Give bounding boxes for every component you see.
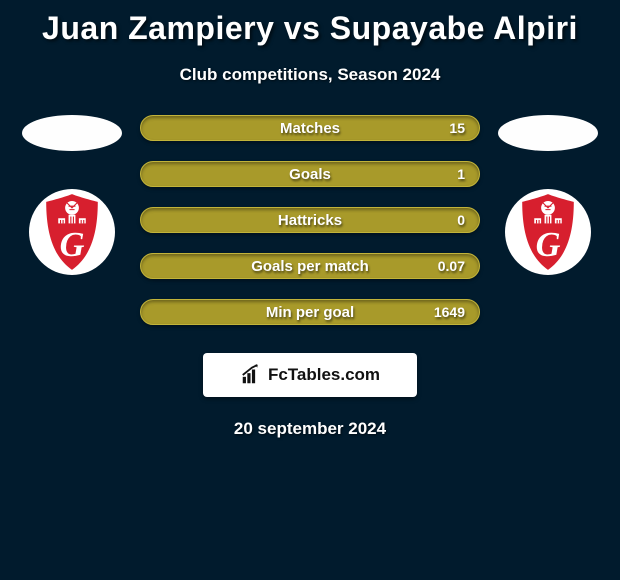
date: 20 september 2024 [0, 419, 620, 439]
stat-value: 15 [449, 120, 465, 136]
left-player-avatar [22, 115, 122, 151]
stat-label: Hattricks [278, 212, 342, 229]
club-badge-icon: G [29, 189, 115, 275]
right-player-avatar [498, 115, 598, 151]
stat-bar-goals-per-match: Goals per match 0.07 [140, 253, 480, 279]
page-title: Juan Zampiery vs Supayabe Alpiri [0, 0, 620, 47]
stat-label: Min per goal [266, 304, 354, 321]
left-player-col: G [22, 115, 122, 275]
fctables-badge[interactable]: FcTables.com [203, 353, 417, 397]
subtitle: Club competitions, Season 2024 [0, 65, 620, 85]
stat-label: Goals [289, 166, 331, 183]
stat-bar-goals: Goals 1 [140, 161, 480, 187]
svg-text:G: G [536, 226, 561, 264]
stat-bar-min-per-goal: Min per goal 1649 [140, 299, 480, 325]
stat-bar-hattricks: Hattricks 0 [140, 207, 480, 233]
stat-bar-matches: Matches 15 [140, 115, 480, 141]
stat-label: Matches [280, 120, 340, 137]
right-club-badge: G [505, 189, 591, 275]
fctables-label: FcTables.com [268, 365, 380, 385]
stat-value: 1 [457, 166, 465, 182]
compare-area: G Matches 15 Goals 1 Hattricks 0 Goals p… [0, 115, 620, 325]
stat-value: 1649 [434, 304, 465, 320]
stat-value: 0 [457, 212, 465, 228]
fctables-chart-icon [240, 364, 262, 386]
left-club-badge: G [29, 189, 115, 275]
svg-text:G: G [60, 226, 85, 264]
club-badge-icon: G [505, 189, 591, 275]
stat-value: 0.07 [438, 258, 465, 274]
stat-label: Goals per match [251, 258, 369, 275]
stat-bars: Matches 15 Goals 1 Hattricks 0 Goals per… [140, 115, 480, 325]
right-player-col: G [498, 115, 598, 275]
